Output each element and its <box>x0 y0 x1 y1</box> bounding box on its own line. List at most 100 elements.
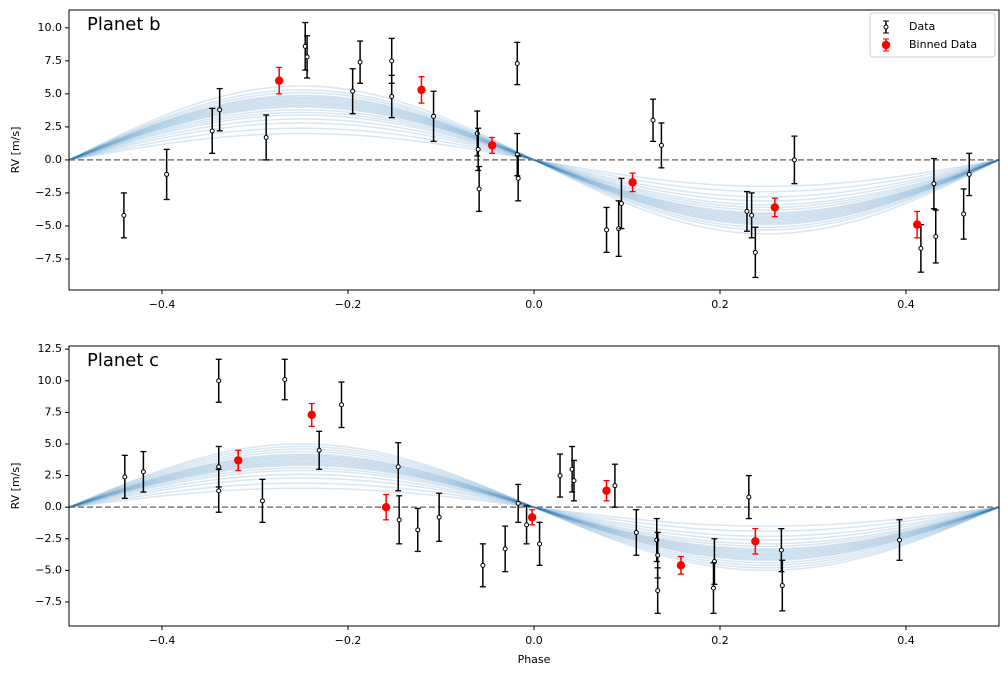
x-tick-label: 0.4 <box>897 298 915 311</box>
marker <box>571 478 577 484</box>
marker <box>658 142 664 148</box>
marker <box>350 88 356 94</box>
marker <box>537 541 543 547</box>
y-tick-label: −5.0 <box>35 219 62 232</box>
marker <box>209 128 215 134</box>
y-tick-label: −2.5 <box>35 186 62 199</box>
marker <box>307 410 316 420</box>
marker <box>487 141 497 150</box>
marker <box>966 171 972 177</box>
y-tick-label: 5.0 <box>45 87 63 100</box>
marker <box>791 157 797 163</box>
marker <box>618 200 624 206</box>
marker <box>415 527 421 533</box>
x-tick-label: 0.2 <box>711 298 729 311</box>
legend-box <box>869 12 996 58</box>
x-axis-label: Phase <box>518 653 551 666</box>
y-axis-label: RV [m/s] <box>9 463 22 510</box>
plot-frame <box>68 345 1000 627</box>
y-tick-label: 2.5 <box>45 469 63 482</box>
marker <box>752 249 758 255</box>
marker <box>282 376 288 382</box>
legend: Data Binned Data <box>869 12 996 58</box>
legend-marker <box>883 24 889 30</box>
marker <box>612 483 618 489</box>
marker <box>217 107 223 113</box>
legend-marker <box>881 40 891 50</box>
marker <box>931 181 937 187</box>
y-tick-label: 5.0 <box>45 437 63 450</box>
y-tick-label: −5.0 <box>35 563 62 576</box>
marker <box>751 537 760 546</box>
marker <box>676 561 686 570</box>
marker <box>259 498 265 504</box>
marker <box>918 245 924 251</box>
marker <box>710 585 716 591</box>
marker <box>655 552 661 558</box>
marker <box>274 76 284 85</box>
y-tick-label: 10.0 <box>38 374 63 387</box>
x-tick-label: 0.2 <box>711 634 729 647</box>
marker <box>912 220 922 229</box>
marker <box>216 488 222 494</box>
marker <box>527 513 537 522</box>
marker <box>933 234 939 240</box>
y-axis-label: RV [m/s] <box>9 127 22 174</box>
x-tick-label: −0.2 <box>335 298 362 311</box>
x-tick-label: −0.2 <box>335 634 362 647</box>
y-tick-label: 10.0 <box>38 21 63 34</box>
subplot: −7.5 −5.0 −2.5 0.0 2.5 5.0 7.5 10.0 12.5 −0.4 −0.2… <box>9 342 1000 666</box>
marker <box>770 203 780 212</box>
marker <box>476 186 482 192</box>
marker <box>389 58 395 64</box>
marker <box>122 474 128 480</box>
marker <box>263 134 269 140</box>
panel-title: Planet c <box>87 350 159 371</box>
plot-frame <box>68 9 1000 291</box>
x-tick-label: 0.0 <box>525 298 543 311</box>
marker <box>216 464 222 470</box>
marker <box>744 208 750 214</box>
marker <box>389 94 395 100</box>
marker <box>524 522 530 528</box>
marker <box>778 547 784 553</box>
y-tick-label: 0.0 <box>45 500 63 513</box>
subplot: −7.5 −5.0 −2.5 0.0 2.5 5.0 7.5 10.0 −0.4 −0.2 0.0 0… <box>9 9 1000 311</box>
y-tick-label: 2.5 <box>45 120 63 133</box>
marker <box>431 113 437 119</box>
marker <box>779 583 785 589</box>
marker <box>475 146 481 152</box>
x-tick-label: 0.0 <box>525 634 543 647</box>
marker <box>234 456 243 465</box>
marker <box>502 546 508 552</box>
marker <box>164 171 170 177</box>
marker <box>749 212 755 218</box>
marker <box>961 211 967 217</box>
y-tick-label: 12.5 <box>38 342 63 355</box>
marker <box>140 469 146 475</box>
legend-label: Data <box>909 20 935 33</box>
marker <box>515 175 521 181</box>
panel-title: Planet b <box>87 14 161 35</box>
marker <box>604 227 610 233</box>
marker <box>338 402 344 408</box>
marker <box>655 588 661 594</box>
marker <box>633 529 639 535</box>
marker <box>121 212 127 218</box>
marker <box>436 514 442 520</box>
marker <box>417 85 426 95</box>
marker <box>480 562 486 568</box>
marker <box>515 500 521 506</box>
marker <box>628 178 637 187</box>
y-tick-label: −2.5 <box>35 532 62 545</box>
marker <box>304 54 310 60</box>
marker <box>381 502 391 512</box>
marker <box>395 464 401 470</box>
x-tick-label: −0.4 <box>149 298 176 311</box>
x-tick-label: 0.4 <box>897 634 915 647</box>
marker <box>357 59 363 65</box>
marker <box>396 517 402 523</box>
y-tick-label: −7.5 <box>35 252 62 265</box>
